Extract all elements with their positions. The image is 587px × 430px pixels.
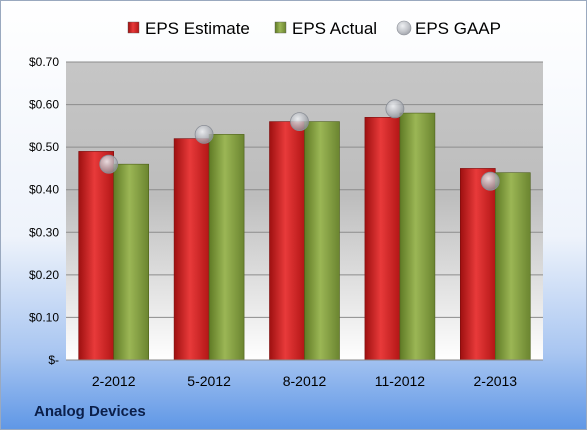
legend-swatch xyxy=(274,21,287,34)
y-tick-label: $0.60 xyxy=(29,98,59,112)
eps-estimate-bar xyxy=(78,151,114,361)
eps-actual-bar xyxy=(304,121,340,361)
y-tick-label: $- xyxy=(48,353,59,367)
eps-gaap-marker xyxy=(290,112,309,131)
gaap-markers xyxy=(99,99,500,191)
legend-label: EPS Estimate xyxy=(145,19,250,38)
eps-actual-bar xyxy=(113,163,149,361)
y-tick-label: $0.30 xyxy=(29,225,59,239)
eps-estimate-bar xyxy=(364,117,401,361)
x-axis-tick-labels: 2-2012 5-2012 8-2012 11-2012 2-2013 xyxy=(92,373,517,389)
eps-actual-bar xyxy=(399,112,436,361)
x-tick-label: 2-2012 xyxy=(92,373,136,389)
eps-estimate-bar xyxy=(269,121,305,361)
bar-series xyxy=(78,112,531,361)
eps-gaap-marker xyxy=(480,171,500,191)
x-tick-label: 5-2012 xyxy=(187,373,231,389)
y-tick-label: $0.70 xyxy=(29,55,59,69)
eps-actual-bar xyxy=(494,172,531,361)
legend: EPS Estimate EPS Actual EPS GAAP xyxy=(127,19,501,38)
x-tick-label: 2-2013 xyxy=(474,373,518,389)
y-tick-label: $0.50 xyxy=(29,140,59,154)
company-name: Analog Devices xyxy=(34,403,146,420)
eps-gaap-marker xyxy=(194,124,214,144)
eps-actual-bar xyxy=(208,134,245,361)
y-axis-tick-labels: $- $0.10 $0.20 $0.30 $0.40 $0.50 $0.60 $0.70 xyxy=(29,55,59,367)
y-tick-label: $0.10 xyxy=(29,310,59,324)
y-tick-label: $0.40 xyxy=(29,183,59,197)
eps-gaap-marker xyxy=(99,154,119,174)
legend-swatch xyxy=(127,21,140,34)
legend-swatch xyxy=(396,20,412,36)
legend-label: EPS Actual xyxy=(292,19,377,38)
eps-estimate-bar xyxy=(459,168,496,361)
x-tick-label: 11-2012 xyxy=(375,373,426,389)
legend-label: EPS GAAP xyxy=(415,19,501,38)
x-tick-label: 8-2012 xyxy=(283,373,327,389)
eps-estimate-bar xyxy=(173,138,210,361)
eps-gaap-marker xyxy=(385,99,405,119)
y-tick-label: $0.20 xyxy=(29,268,59,282)
